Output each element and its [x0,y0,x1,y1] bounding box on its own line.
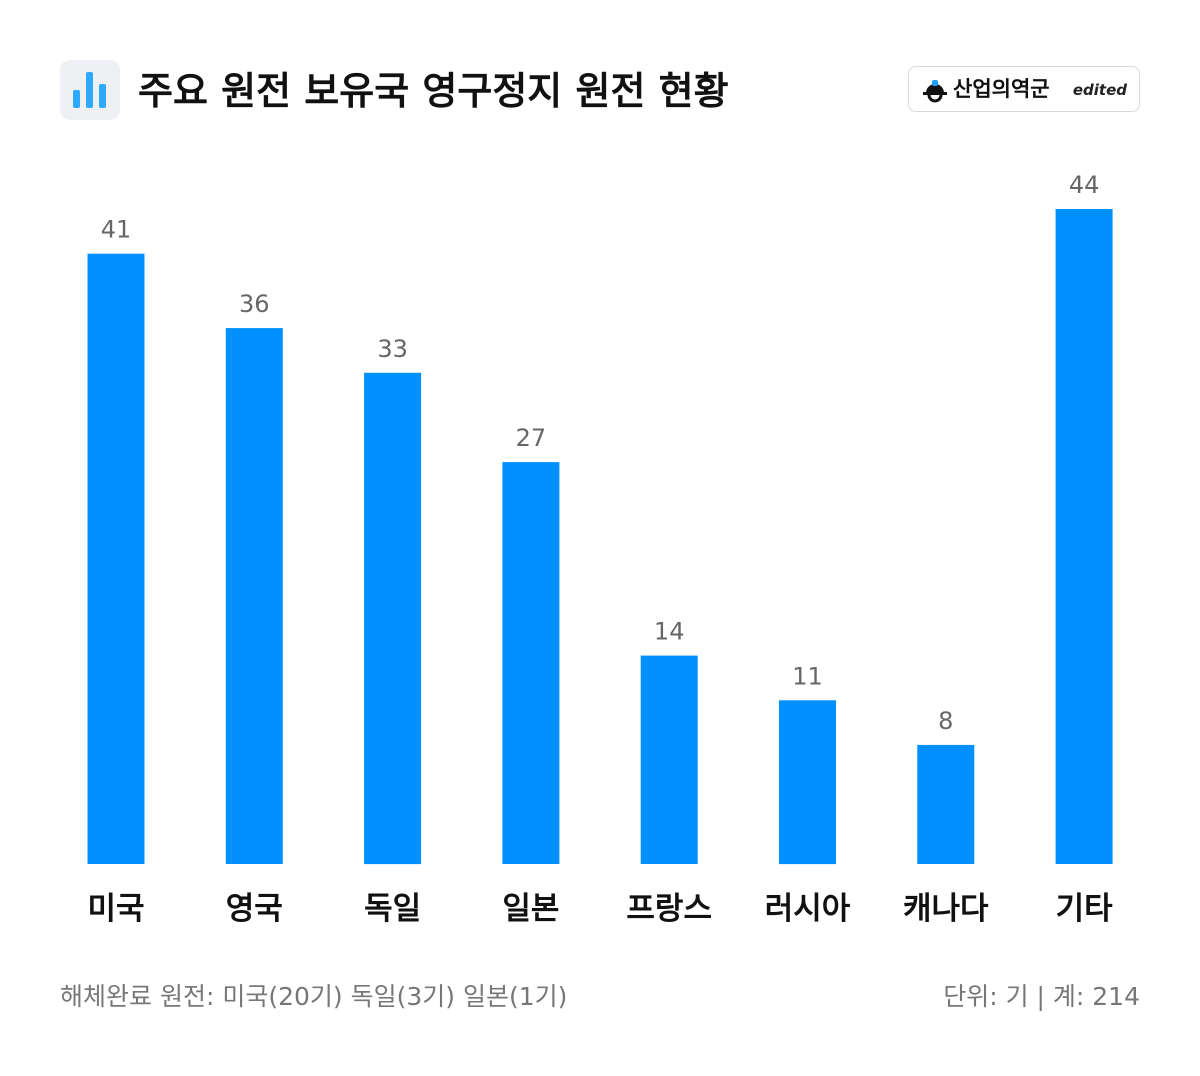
category-label-4: 프랑스 [626,891,712,927]
bar-chart: 41 36 33 27 14 11 8 44 미국 영국 독일 일본 프랑스 러시아 캐나다 기타 [87,171,1114,927]
category-label-3: 일본 [502,891,559,927]
chart-header: 주요 원전 보유국 영구정지 원전 현황 산업의역군 edited [60,60,1140,122]
bar-7 [1055,209,1113,864]
value-label-1: 36 [239,290,270,318]
bar-4 [640,655,698,864]
bar-5 [779,700,836,865]
bar-2 [364,372,422,865]
category-label-7: 기타 [1056,891,1114,927]
value-label-0: 41 [101,216,132,244]
category-label-1: 영국 [226,891,283,927]
bar-6 [917,744,975,864]
value-label-3: 27 [516,424,547,452]
unit-total: 단위: 기 | 계: 214 [943,982,1140,1011]
bar-1 [225,328,283,865]
bar-0 [87,253,145,864]
brand-tag: edited [1072,81,1127,99]
value-label-7: 44 [1069,171,1100,199]
chart-title: 주요 원전 보유국 영구정지 원전 현황 [138,69,729,113]
helmet-gear-logo [923,80,947,103]
bar-3 [502,462,560,864]
value-label-2: 33 [377,335,408,363]
dismantled-note: 해체완료 원전: 미국(20기) 독일(3기) 일본(1기) [60,982,568,1011]
bar-chart-icon [60,60,120,120]
brand-name: 산업의역군 [953,77,1050,101]
category-label-6: 캐나다 [903,891,989,927]
category-label-2: 독일 [364,891,421,927]
category-label-5: 러시아 [765,891,851,927]
category-label-0: 미국 [87,891,144,927]
brand-badge: 산업의역군 edited [908,66,1140,112]
value-label-6: 8 [938,707,953,735]
value-label-5: 11 [792,662,823,690]
value-label-4: 14 [654,618,685,646]
